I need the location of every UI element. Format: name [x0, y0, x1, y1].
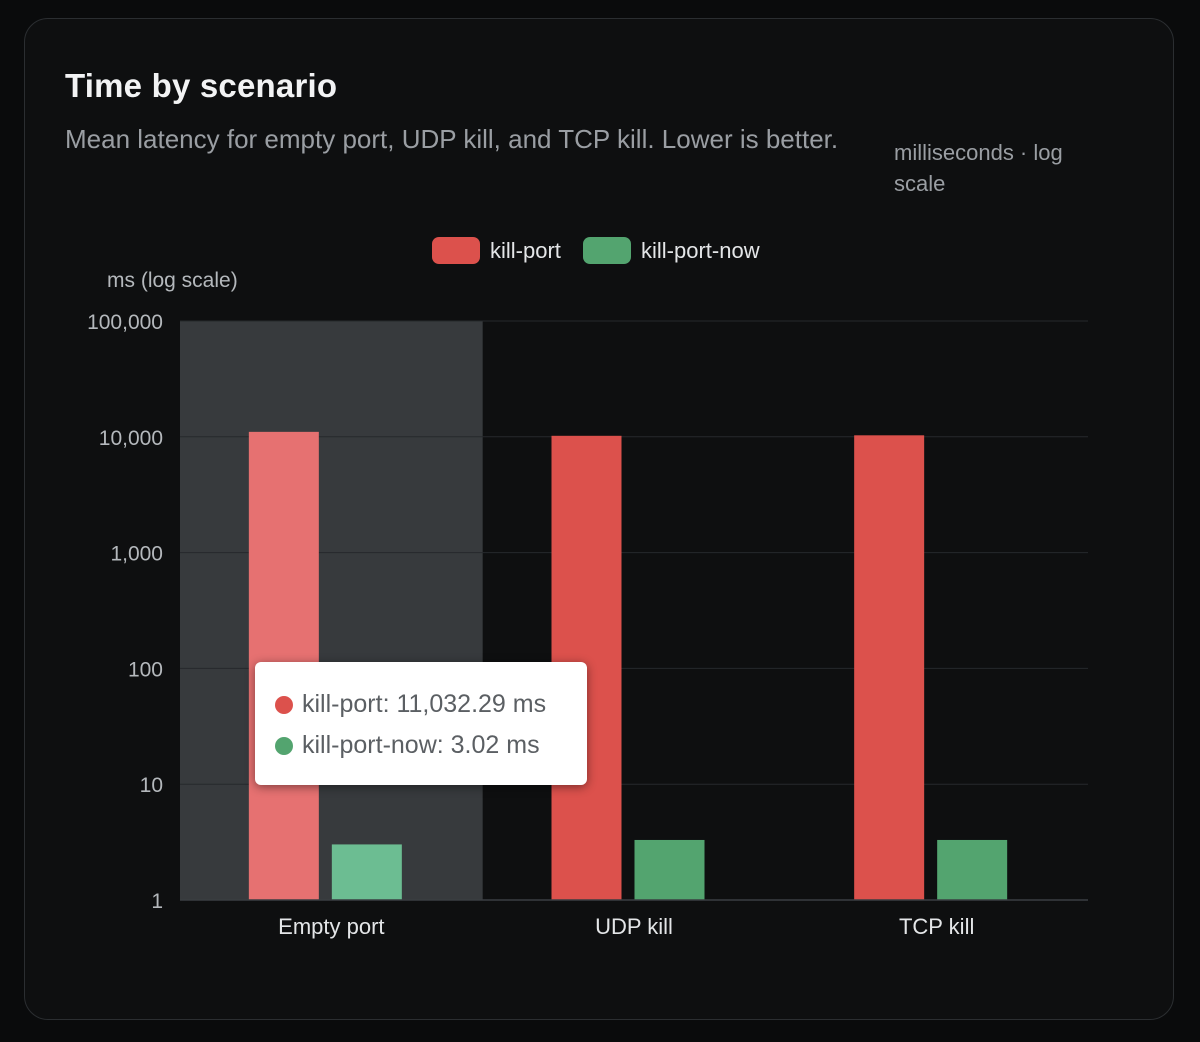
x-tick-label: UDP kill: [595, 914, 673, 939]
hover-band: [180, 321, 483, 900]
y-tick-label: 100,000: [87, 311, 163, 334]
y-tick-label: 100: [128, 658, 163, 681]
tooltip: kill-port: 11,032.29 ms kill-port-now: 3…: [255, 662, 587, 785]
bar-kill-port-tcp-kill[interactable]: [854, 435, 925, 900]
legend-item-kill-port[interactable]: kill-port: [432, 237, 561, 264]
x-tick-label: Empty port: [278, 914, 384, 939]
y-tick-label: 1: [151, 890, 163, 913]
bar-kill-port-now-udp-kill[interactable]: [634, 839, 705, 900]
bar-kill-port-now-empty-port[interactable]: [331, 844, 402, 900]
legend-swatch-kill-port-now: [583, 237, 631, 264]
y-tick-label: 1,000: [110, 543, 163, 566]
x-tick-label: TCP kill: [899, 914, 974, 939]
tooltip-row-kill-port-now: kill-port-now: 3.02 ms: [275, 725, 587, 766]
tooltip-text-kill-port-now: kill-port-now: 3.02 ms: [302, 731, 540, 759]
kill-port-dot-icon: [275, 695, 293, 714]
legend-swatch-kill-port: [432, 237, 480, 264]
y-axis-title: ms (log scale): [107, 269, 238, 292]
legend-label: kill-port: [490, 238, 561, 263]
unit-note: milliseconds · log scale: [894, 140, 1063, 196]
chart-subtitle: Mean latency for empty port, UDP kill, a…: [65, 124, 839, 154]
tooltip-text-kill-port: kill-port: 11,032.29 ms: [302, 690, 547, 718]
legend-label: kill-port-now: [641, 238, 760, 263]
chart-title: Time by scenario: [65, 67, 338, 104]
tooltip-row-kill-port: kill-port: 11,032.29 ms: [275, 684, 587, 725]
kill-port-now-dot-icon: [275, 736, 293, 755]
bar-kill-port-now-tcp-kill[interactable]: [937, 839, 1008, 900]
legend-item-kill-port-now[interactable]: kill-port-now: [583, 237, 760, 264]
y-tick-label: 10,000: [99, 427, 163, 450]
y-tick-label: 10: [140, 774, 163, 797]
